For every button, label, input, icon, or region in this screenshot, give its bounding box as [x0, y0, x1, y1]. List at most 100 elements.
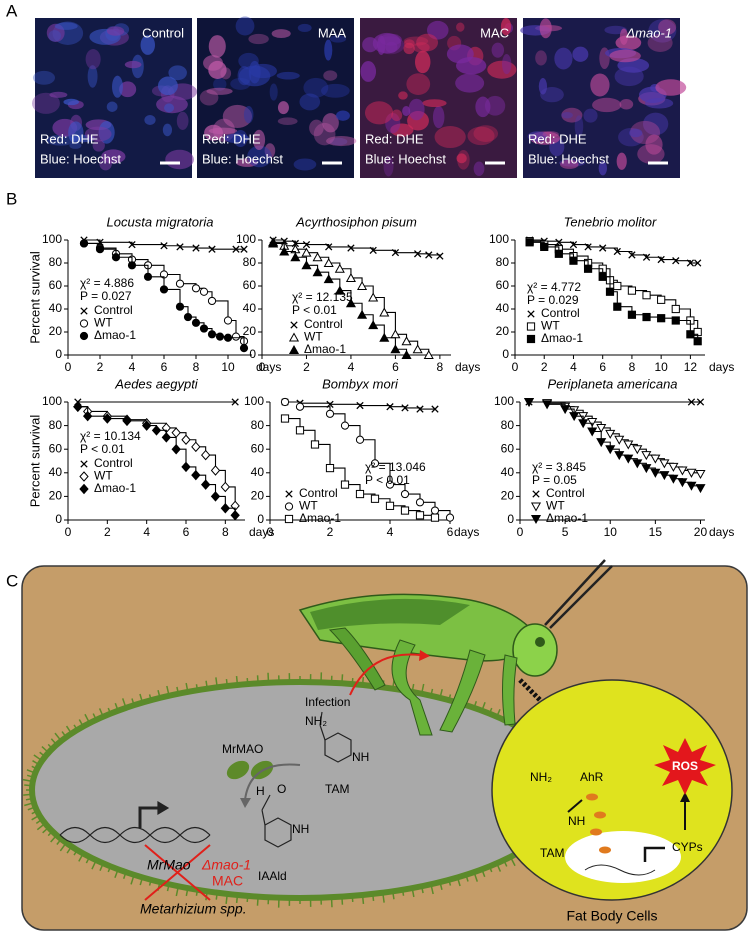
annotation: P = 0.05 [532, 473, 577, 487]
y-tick-label: 80 [496, 255, 510, 269]
y-tick-label: 20 [49, 489, 63, 503]
marker [223, 333, 233, 342]
dna [59, 800, 211, 844]
texture [561, 107, 583, 123]
x-tick-label: 15 [649, 525, 663, 539]
marker [599, 244, 607, 252]
y-tick-label: 100 [244, 394, 264, 408]
marker [598, 272, 607, 281]
legend-label: Δmao-1 [94, 481, 136, 495]
marker [207, 296, 217, 306]
texture [475, 96, 491, 118]
texture [455, 73, 485, 93]
annotation: P < 0.01 [365, 473, 410, 487]
x-tick-label: 20 [694, 525, 708, 539]
texture [329, 35, 347, 43]
marker [560, 405, 571, 415]
marker [310, 440, 320, 449]
texture [249, 63, 277, 79]
y-tick-label: 20 [496, 324, 510, 338]
marker [199, 287, 209, 296]
grasshopper [298, 559, 613, 736]
annotation: χ² = 10.134 [80, 429, 141, 443]
marker [128, 240, 136, 249]
nucleus [565, 831, 681, 883]
micrographs: Control Red: DHE Blue: Hoechst MAA Red: DHE B… [31, 16, 687, 178]
marker [623, 440, 634, 450]
survival-step [212, 300, 229, 321]
y-tick-label: 80 [49, 255, 63, 269]
x-tick-label: 8 [193, 360, 200, 374]
y-tick-label: 40 [501, 465, 515, 479]
x-axis-label: days [454, 525, 479, 539]
marker [436, 252, 444, 260]
texture [101, 149, 126, 164]
texture [222, 104, 253, 128]
marker [416, 405, 424, 413]
marker [215, 332, 225, 341]
texture [69, 142, 82, 149]
marker [379, 307, 390, 317]
marker [357, 309, 368, 319]
marker [657, 255, 665, 264]
texture [235, 16, 255, 36]
x-tick-label: 10 [654, 360, 668, 374]
marker [686, 330, 695, 339]
texture [655, 79, 687, 96]
survival-step [300, 402, 331, 405]
fungal-cell [29, 679, 571, 901]
marker [301, 260, 312, 270]
marker [79, 319, 89, 328]
marker [391, 248, 400, 257]
marker [401, 336, 412, 346]
image-title: Δmao-1 [625, 25, 672, 40]
marker [694, 259, 702, 267]
marker [325, 463, 335, 473]
y-tick-label: 100 [494, 394, 514, 408]
texture [561, 111, 573, 119]
marker [596, 438, 607, 448]
caption: Blue: Hoechst [202, 151, 283, 166]
marker [295, 426, 305, 435]
marker [79, 331, 89, 341]
annotation: P < 0.01 [292, 303, 337, 317]
marker [230, 510, 240, 521]
marker [540, 242, 549, 252]
marker [80, 460, 88, 468]
texture [432, 105, 445, 129]
texture [614, 66, 644, 87]
marker [290, 321, 298, 329]
marker [415, 511, 425, 520]
marker [530, 515, 542, 525]
y-tick-label: 60 [501, 441, 515, 455]
texture [487, 60, 517, 79]
marker [285, 490, 293, 498]
survival-step [675, 319, 691, 335]
marker [356, 401, 364, 410]
texture [542, 131, 559, 138]
survival-step [300, 429, 316, 445]
x-tick-label: 2 [541, 360, 548, 374]
x-tick-label: 8 [222, 525, 229, 539]
x-tick-label: 4 [129, 360, 136, 374]
marker [191, 469, 201, 481]
marker [623, 454, 634, 464]
marker [415, 498, 425, 507]
label: NH₂ [305, 714, 327, 728]
survival-step [306, 244, 330, 247]
caption: Red: DHE [528, 131, 587, 146]
texture [414, 50, 431, 74]
texture [398, 91, 408, 100]
marker [627, 310, 637, 319]
texture [335, 110, 350, 121]
marker [207, 330, 217, 339]
chart: Tenebrio molitor 0 20 40 60 80 100 0 2 4 6 8 10 12 day… [489, 214, 734, 374]
y-tick-label: 40 [496, 301, 510, 315]
survival-step [617, 250, 633, 255]
texture [32, 70, 56, 85]
texture [54, 22, 78, 30]
marker [175, 279, 185, 288]
marker [295, 402, 305, 411]
marker [223, 316, 233, 325]
